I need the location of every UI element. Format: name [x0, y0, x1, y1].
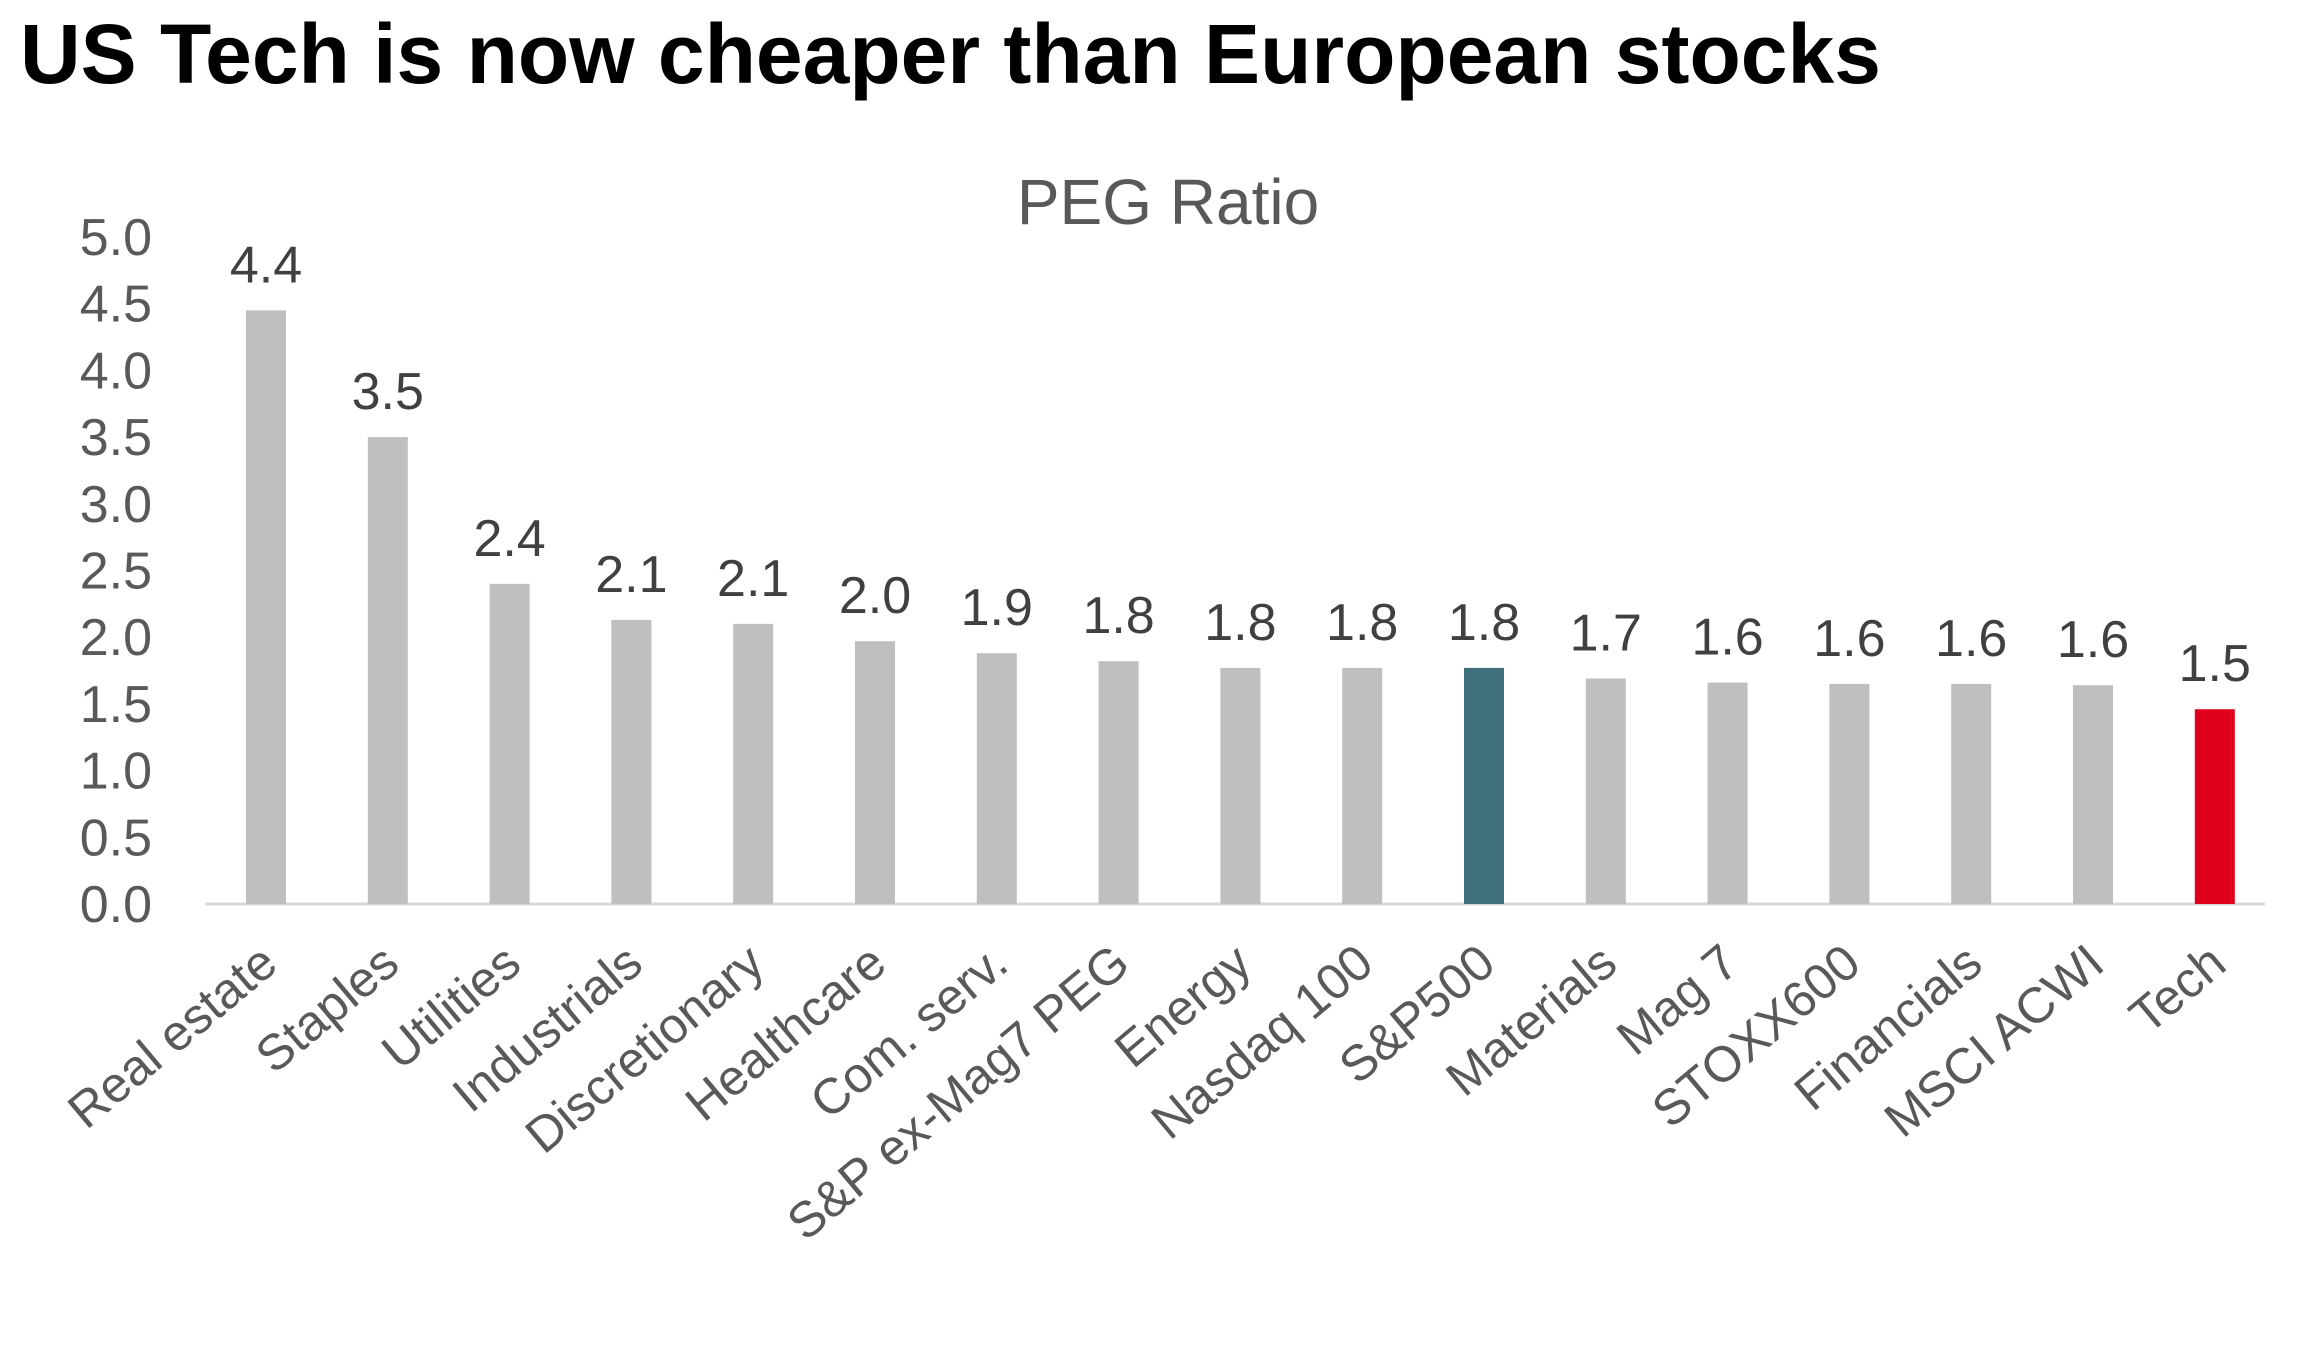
data-labels: 4.4 3.5 2.4 2.1 2.1 2.0 1.9 1.8 1.8 1.8 1.8 1.7 1.6 1… [230, 236, 2251, 693]
data-label: 1.7 [1570, 605, 1642, 663]
y-tick-label: 1.0 [80, 743, 152, 801]
data-label: 1.6 [1935, 610, 2007, 668]
bar [1585, 678, 1626, 904]
data-label: 1.9 [961, 579, 1033, 637]
bar [1464, 667, 1504, 904]
bar [1707, 682, 1748, 904]
data-label: 1.8 [1204, 594, 1276, 652]
bar [489, 583, 530, 904]
y-tick-label: 5.0 [80, 209, 152, 267]
bar [733, 623, 774, 904]
data-label: 1.8 [1326, 594, 1398, 652]
data-label: 1.6 [1691, 609, 1763, 667]
x-tick-label: Tech [2119, 934, 2236, 1045]
bar [1342, 667, 1383, 904]
bar [1829, 683, 1870, 904]
chart-title: PEG Ratio [1017, 166, 1319, 238]
y-tick-label: 3.5 [80, 409, 152, 467]
data-label: 1.8 [1082, 587, 1154, 645]
y-tick-label: 4.5 [80, 276, 152, 334]
headline: US Tech is now cheaper than European sto… [20, 7, 1881, 101]
data-label: 1.8 [1448, 594, 1520, 652]
data-label: 2.0 [839, 567, 911, 625]
y-tick-label: 2.5 [80, 543, 152, 601]
bar [2073, 685, 2113, 904]
data-label: 1.5 [2179, 635, 2251, 693]
y-tick-label: 4.0 [80, 342, 152, 400]
data-label: 2.4 [473, 510, 545, 568]
bar [855, 641, 895, 904]
bar [367, 437, 408, 904]
bar [246, 310, 286, 904]
x-axis-labels: Real estateStaplesUtilitiesIndustrialsDi… [57, 934, 2236, 1251]
y-tick-label: 0.0 [80, 876, 152, 934]
data-label: 4.4 [230, 236, 302, 294]
y-tick-label: 2.0 [80, 609, 152, 667]
data-label: 2.1 [595, 546, 667, 604]
y-tick-label: 1.5 [80, 676, 152, 734]
data-label: 2.1 [717, 550, 789, 608]
bar [1220, 667, 1261, 904]
data-label: 1.6 [2057, 611, 2129, 669]
bar [611, 619, 652, 904]
y-tick-label: 0.5 [80, 809, 152, 867]
data-label: 1.6 [1813, 610, 1885, 668]
bar [1098, 661, 1139, 904]
y-tick-label: 3.0 [80, 476, 152, 534]
bars [246, 310, 2235, 904]
y-axis-ticks: 0.0 0.5 1.0 1.5 2.0 2.5 3.0 3.5 4.0 4.5 5.0 [80, 209, 152, 934]
bar [2194, 709, 2235, 904]
data-label: 3.5 [352, 363, 424, 421]
bar [1951, 683, 1992, 904]
bar [976, 653, 1017, 904]
